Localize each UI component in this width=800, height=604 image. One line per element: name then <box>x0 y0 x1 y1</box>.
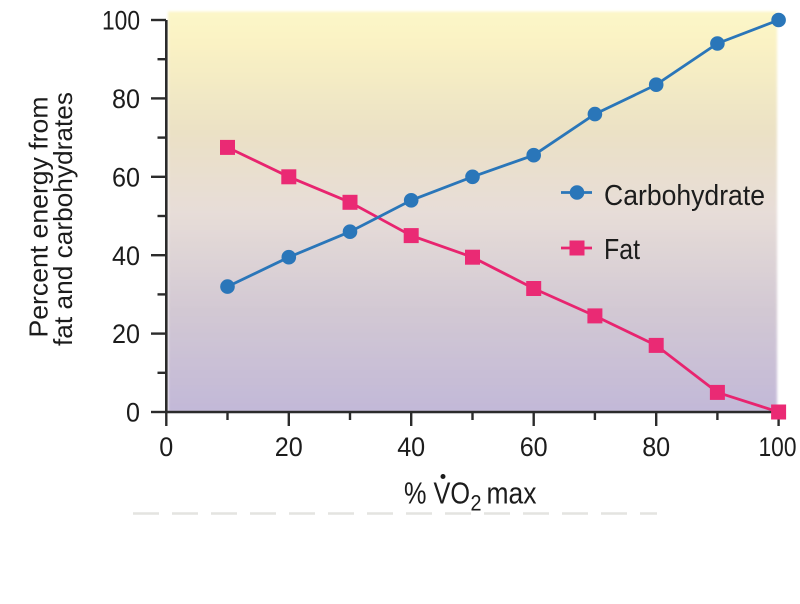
svg-text:60: 60 <box>520 432 548 462</box>
svg-text:0: 0 <box>159 432 173 462</box>
svg-text:Percent energy from: Percent energy from <box>24 96 54 337</box>
svg-text:100: 100 <box>759 432 797 462</box>
svg-text:80: 80 <box>112 84 140 114</box>
svg-text:60: 60 <box>112 162 140 192</box>
svg-text:40: 40 <box>397 432 425 462</box>
svg-text:100: 100 <box>102 6 140 36</box>
svg-text:40: 40 <box>112 241 140 271</box>
svg-text:20: 20 <box>275 432 303 462</box>
svg-text:20: 20 <box>112 319 140 349</box>
svg-text:fat and carbohydrates: fat and carbohydrates <box>48 92 78 346</box>
svg-text:max: max <box>487 476 537 511</box>
svg-text:Fat: Fat <box>604 234 640 266</box>
svg-text:Carbohydrate: Carbohydrate <box>604 180 765 212</box>
svg-text:2: 2 <box>471 491 482 516</box>
svg-text:80: 80 <box>642 432 670 462</box>
svg-text:0: 0 <box>126 398 140 428</box>
svg-text:% VO: % VO <box>404 476 470 511</box>
